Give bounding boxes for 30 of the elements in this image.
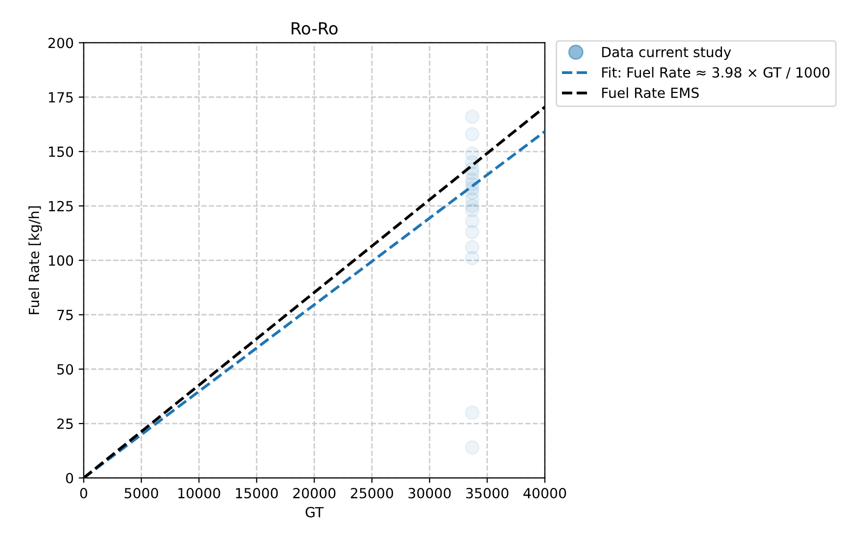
- x-tick-label: 0: [80, 488, 88, 498]
- y-tick-label: 125: [48, 200, 73, 212]
- x-tick-label: 5000: [124, 488, 158, 498]
- legend-label: Data current study: [602, 46, 732, 60]
- y-tick-label: 175: [48, 92, 73, 103]
- y-tick-label: 150: [48, 146, 74, 157]
- x-tick-label: 30000: [408, 488, 451, 498]
- y-tick-label: 200: [48, 38, 74, 48]
- x-tick-label: 15000: [236, 488, 278, 498]
- y-axis-title: Fuel Rate [kg/h]: [28, 206, 42, 314]
- x-tick-label: 40000: [523, 488, 566, 498]
- x-tick-label: 20000: [293, 488, 336, 498]
- y-tick-label: 25: [57, 418, 73, 430]
- point: [464, 250, 480, 266]
- x-tick-label: 35000: [466, 488, 508, 498]
- point: [464, 405, 480, 420]
- y-tick-label: 50: [57, 364, 74, 375]
- y-tick-label: 100: [48, 255, 74, 266]
- chart-title: Ro-Ro: [292, 22, 338, 35]
- point: [464, 440, 480, 455]
- y-tick-label: 75: [57, 310, 73, 320]
- point: [464, 109, 480, 124]
- legend-label: Fuel Rate EMS: [602, 87, 699, 98]
- y-tick-label: 0: [66, 472, 74, 484]
- x-tick-label: 25000: [350, 488, 394, 498]
- x-tick-label: 10000: [178, 488, 220, 498]
- point: [464, 126, 480, 142]
- legend-label: Fit: Fuel Rate ≈ 3.98 × GT / 1000: [602, 66, 830, 79]
- x-axis-title: GT: [306, 506, 324, 518]
- point: [464, 224, 480, 240]
